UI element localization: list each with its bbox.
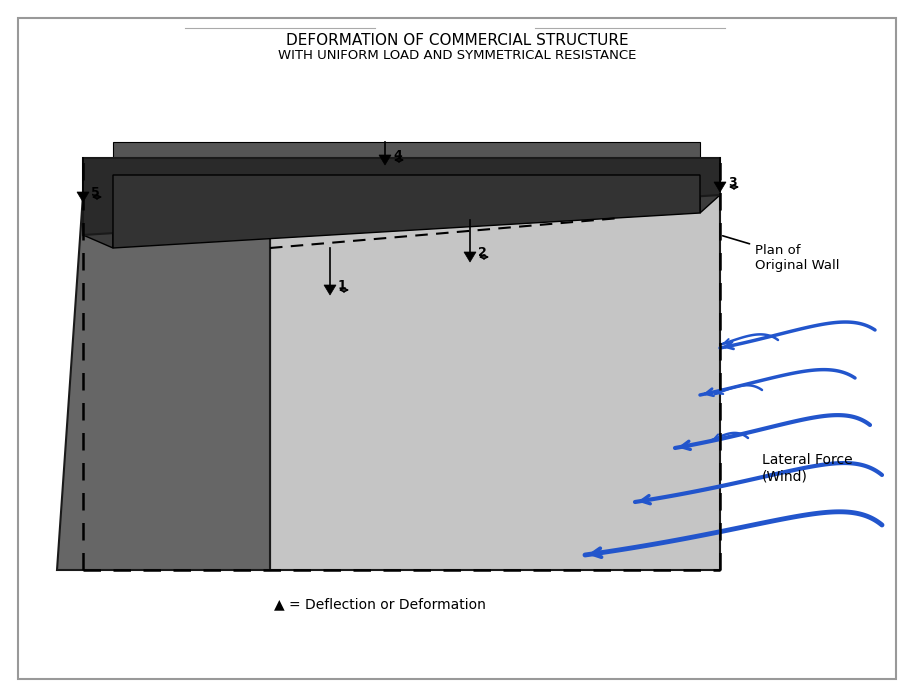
Text: 2: 2	[478, 245, 487, 259]
Polygon shape	[714, 182, 726, 192]
Text: Plan of
Original Wall: Plan of Original Wall	[723, 236, 839, 272]
Text: ©CCPIA.org: ©CCPIA.org	[122, 505, 193, 519]
Polygon shape	[57, 195, 270, 570]
Polygon shape	[464, 252, 476, 262]
Text: Lateral Force
(Wind): Lateral Force (Wind)	[762, 453, 853, 483]
Polygon shape	[700, 158, 720, 213]
Text: 1: 1	[338, 279, 346, 291]
Text: 5: 5	[91, 185, 100, 199]
Text: DEFORMATION OF COMMERCIAL STRUCTURE: DEFORMATION OF COMMERCIAL STRUCTURE	[286, 33, 628, 47]
Polygon shape	[324, 285, 336, 295]
Polygon shape	[113, 142, 700, 175]
Polygon shape	[113, 175, 700, 248]
Text: 4: 4	[393, 148, 402, 162]
Polygon shape	[113, 142, 700, 248]
Text: WITH UNIFORM LOAD AND SYMMETRICAL RESISTANCE: WITH UNIFORM LOAD AND SYMMETRICAL RESIST…	[278, 49, 636, 61]
Text: ▲ = Deflection or Deformation: ▲ = Deflection or Deformation	[274, 597, 486, 611]
Text: 3: 3	[728, 176, 737, 188]
Polygon shape	[379, 155, 391, 165]
Polygon shape	[270, 195, 720, 570]
Polygon shape	[83, 158, 113, 248]
Polygon shape	[77, 192, 89, 202]
Polygon shape	[83, 158, 720, 235]
